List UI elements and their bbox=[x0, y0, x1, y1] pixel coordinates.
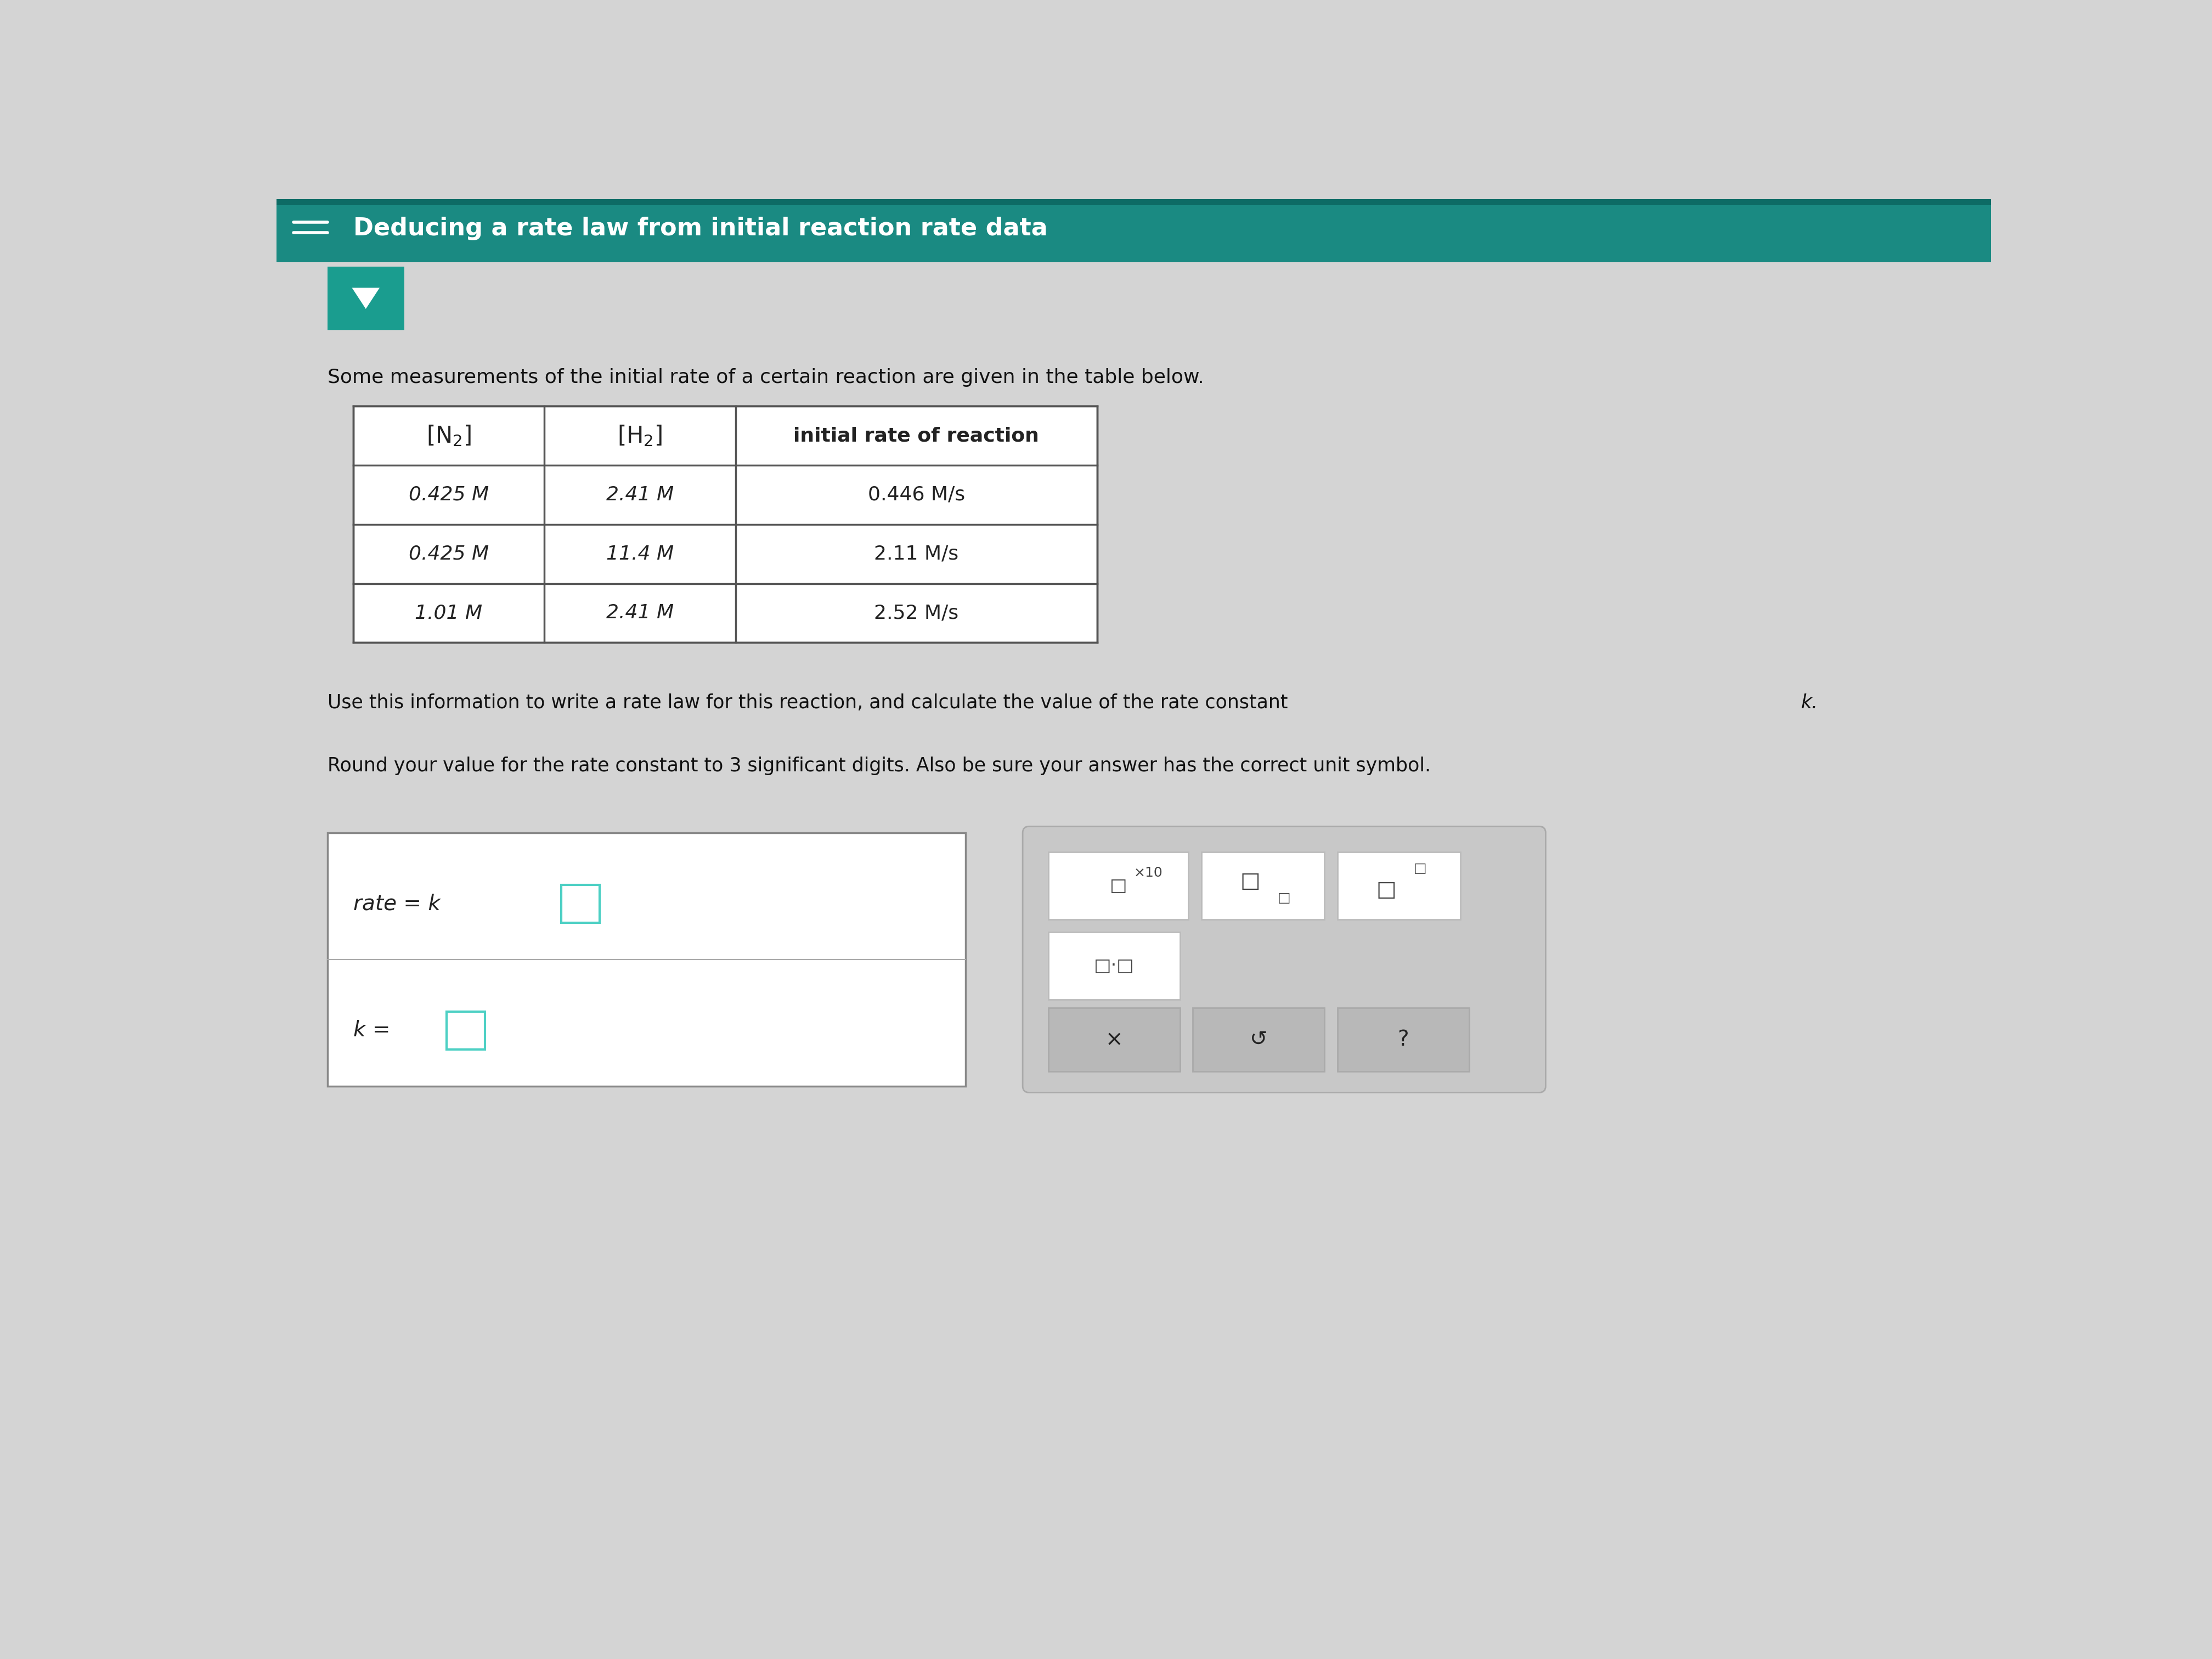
Text: □: □ bbox=[1376, 879, 1396, 901]
Text: 0.446 M/s: 0.446 M/s bbox=[867, 486, 964, 504]
Text: k =: k = bbox=[354, 1020, 389, 1040]
Bar bbox=[447, 1012, 484, 1050]
Text: □: □ bbox=[1413, 863, 1427, 876]
Text: 0.425 M: 0.425 M bbox=[409, 486, 489, 504]
Text: Some measurements of the initial rate of a certain reaction are given in the tab: Some measurements of the initial rate of… bbox=[327, 368, 1203, 387]
Bar bbox=[327, 267, 405, 330]
Text: 1.01 M: 1.01 M bbox=[416, 604, 482, 622]
FancyBboxPatch shape bbox=[1338, 1009, 1469, 1072]
Text: 0.425 M: 0.425 M bbox=[409, 544, 489, 564]
Text: $\left[\mathrm{H_2}\right]$: $\left[\mathrm{H_2}\right]$ bbox=[617, 423, 664, 448]
FancyBboxPatch shape bbox=[1048, 851, 1188, 919]
Text: 2.52 M/s: 2.52 M/s bbox=[874, 604, 958, 622]
Text: 2.41 M: 2.41 M bbox=[606, 604, 675, 622]
Text: 2.11 M/s: 2.11 M/s bbox=[874, 544, 958, 564]
FancyBboxPatch shape bbox=[1201, 851, 1325, 919]
FancyBboxPatch shape bbox=[1192, 1009, 1325, 1072]
Text: initial rate of reaction: initial rate of reaction bbox=[794, 426, 1040, 445]
Text: $\left[\mathrm{N_2}\right]$: $\left[\mathrm{N_2}\right]$ bbox=[427, 423, 471, 448]
Text: 11.4 M: 11.4 M bbox=[606, 544, 675, 564]
Bar bbox=[562, 884, 599, 922]
Bar bbox=[354, 406, 1097, 642]
Text: ×: × bbox=[1106, 1029, 1124, 1050]
FancyBboxPatch shape bbox=[1048, 932, 1179, 1000]
Text: 2.41 M: 2.41 M bbox=[606, 486, 675, 504]
Text: ↺: ↺ bbox=[1250, 1029, 1267, 1050]
Text: k.: k. bbox=[1801, 693, 1818, 712]
FancyBboxPatch shape bbox=[1022, 826, 1546, 1093]
Text: Round your value for the rate constant to 3 significant digits. Also be sure you: Round your value for the rate constant t… bbox=[327, 757, 1431, 775]
FancyBboxPatch shape bbox=[1338, 851, 1460, 919]
Text: Deducing a rate law from initial reaction rate data: Deducing a rate law from initial reactio… bbox=[354, 217, 1048, 241]
Text: ?: ? bbox=[1398, 1029, 1409, 1050]
FancyBboxPatch shape bbox=[1048, 1009, 1179, 1072]
Text: □·□: □·□ bbox=[1095, 957, 1135, 975]
Polygon shape bbox=[352, 287, 380, 309]
Bar bbox=[276, 199, 1991, 262]
Bar bbox=[327, 833, 964, 1087]
Text: ×10: ×10 bbox=[1133, 866, 1164, 879]
Text: rate = k: rate = k bbox=[354, 893, 440, 914]
Text: □: □ bbox=[1110, 876, 1126, 894]
Bar bbox=[276, 199, 1991, 206]
Text: Use this information to write a rate law for this reaction, and calculate the va: Use this information to write a rate law… bbox=[327, 693, 1294, 712]
Text: □: □ bbox=[1241, 871, 1261, 893]
Text: □: □ bbox=[1279, 891, 1290, 904]
